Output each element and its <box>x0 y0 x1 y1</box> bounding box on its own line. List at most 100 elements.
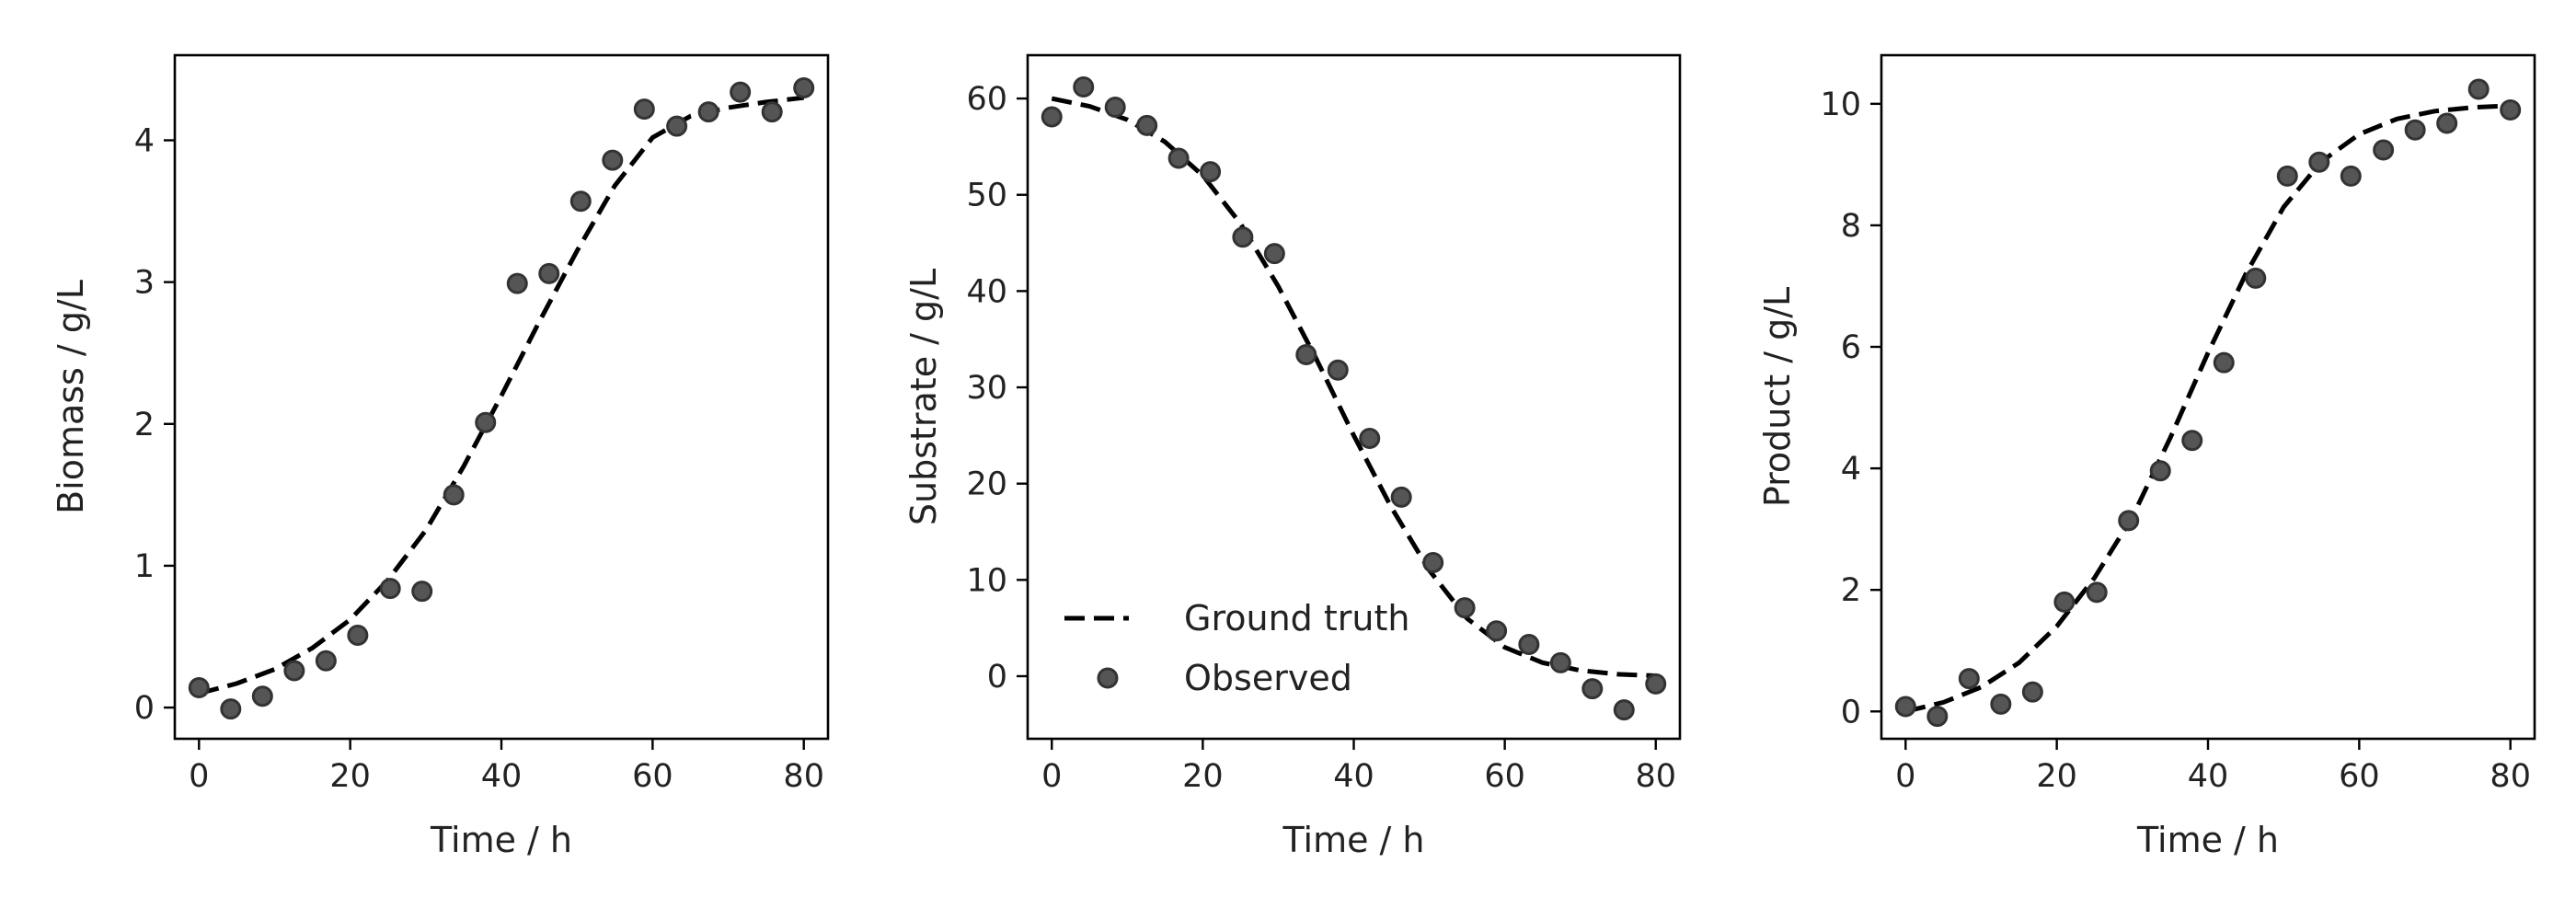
observed-point <box>761 101 783 123</box>
observed-point <box>1167 147 1190 169</box>
observed-point <box>666 115 688 137</box>
y-tick-label: 1 <box>134 548 155 585</box>
y-tick-label: 3 <box>134 265 155 302</box>
observed-point <box>2086 581 2108 604</box>
x-axis-label: Time / h <box>430 820 572 860</box>
observed-point <box>1136 114 1158 136</box>
y-tick-label: 40 <box>966 273 1007 310</box>
observed-point <box>1200 161 1222 183</box>
observed-point <box>1581 678 1604 700</box>
observed-point <box>1295 343 1317 365</box>
observed-point <box>475 411 497 433</box>
y-axis-label: Product / g/L <box>1757 287 1798 507</box>
y-tick-label: 6 <box>1841 329 1861 366</box>
observed-point <box>347 624 369 646</box>
observed-point <box>1390 486 1412 508</box>
x-tick-label: 40 <box>1333 758 1374 795</box>
observed-point <box>1990 693 2012 715</box>
x-tick-label: 20 <box>2036 758 2077 795</box>
observed-point <box>2213 351 2235 374</box>
observed-point <box>506 272 528 294</box>
observed-point <box>2308 151 2330 173</box>
observed-point <box>315 650 337 672</box>
observed-point <box>697 101 719 123</box>
plot-frame <box>173 53 830 741</box>
observed-point <box>2245 267 2267 289</box>
y-tick-label: 0 <box>1841 694 1861 730</box>
observed-point <box>1327 359 1349 381</box>
y-tick-label: 50 <box>966 178 1007 214</box>
y-axis-label: Substrate / g/L <box>903 269 944 525</box>
observed-point <box>793 76 815 98</box>
observed-point <box>2276 165 2298 187</box>
observed-point <box>1926 706 1949 728</box>
chart-panel-1: 0 20 40 60 80 0 1 2 3 4 Time / h Biomass / g/L <box>51 53 830 860</box>
observed-point <box>1894 696 1916 718</box>
observed-point <box>633 98 655 121</box>
x-tick-label: 60 <box>632 758 673 795</box>
observed-point <box>2436 112 2458 134</box>
observed-point <box>379 578 401 600</box>
observed-point <box>1518 633 1540 655</box>
legend-observed-label: Observed <box>1184 658 1352 698</box>
legend-ground-truth-label: Ground truth <box>1184 598 1409 638</box>
x-tick-label: 40 <box>481 758 523 795</box>
x-axis-label: Time / h <box>1282 820 1424 860</box>
observed-point <box>1613 699 1635 721</box>
observed-point <box>2118 510 2140 532</box>
x-tick-label: 40 <box>2188 758 2229 795</box>
observed-point <box>1263 243 1285 265</box>
y-tick-label: 2 <box>134 407 155 443</box>
ground-truth-line <box>1904 103 2511 714</box>
observed-point <box>2021 681 2043 703</box>
x-axis-label: Time / h <box>2136 820 2279 860</box>
observed-point <box>2404 119 2426 141</box>
y-tick-label: 8 <box>1841 208 1861 245</box>
x-tick-label: 0 <box>189 758 209 795</box>
x-tick-label: 80 <box>1635 758 1676 795</box>
y-tick-label: 0 <box>134 690 155 727</box>
x-tick-label: 80 <box>2490 758 2531 795</box>
legend-observed-swatch <box>1097 667 1119 689</box>
observed-point <box>1645 673 1667 695</box>
y-tick-label: 2 <box>1841 572 1861 609</box>
observed-point <box>1454 597 1476 619</box>
chart-panel-2: 0 20 40 60 80 0 10 20 30 40 50 60 Time / h Substrate … <box>903 53 1682 860</box>
x-tick-label: 20 <box>329 758 371 795</box>
observed-point <box>1232 226 1254 248</box>
observed-point <box>411 581 433 603</box>
observed-point <box>251 685 273 707</box>
observed-point <box>2149 460 2171 482</box>
observed-point <box>2340 165 2362 187</box>
observed-point <box>2500 98 2522 121</box>
observed-point <box>602 149 624 171</box>
observed-point <box>2467 78 2490 100</box>
y-tick-label: 4 <box>1841 451 1861 488</box>
observed-point <box>1422 551 1444 573</box>
observed-point <box>730 81 752 103</box>
observed-point <box>283 660 305 682</box>
y-tick-label: 0 <box>987 659 1007 696</box>
ground-truth-line <box>1051 96 1656 678</box>
observed-point <box>1073 76 1095 98</box>
y-tick-label: 30 <box>966 370 1007 407</box>
plot-frame <box>1026 53 1682 741</box>
x-tick-label: 20 <box>1182 758 1224 795</box>
x-tick-label: 60 <box>1484 758 1525 795</box>
observed-point <box>2181 430 2203 452</box>
y-tick-label: 20 <box>966 466 1007 503</box>
x-tick-label: 0 <box>1041 758 1062 795</box>
observed-point <box>538 262 560 284</box>
y-axis-label: Biomass / g/L <box>51 280 91 514</box>
legend: Ground truth Observed <box>1064 598 1409 698</box>
observed-point <box>1359 427 1381 449</box>
observed-point <box>1104 97 1126 119</box>
y-tick-label: 10 <box>1820 86 1861 123</box>
y-tick-label: 60 <box>966 81 1007 118</box>
x-tick-label: 80 <box>783 758 824 795</box>
observed-point <box>1041 106 1063 128</box>
observed-point <box>2053 591 2076 613</box>
x-tick-label: 60 <box>2339 758 2380 795</box>
observed-point <box>188 677 210 699</box>
